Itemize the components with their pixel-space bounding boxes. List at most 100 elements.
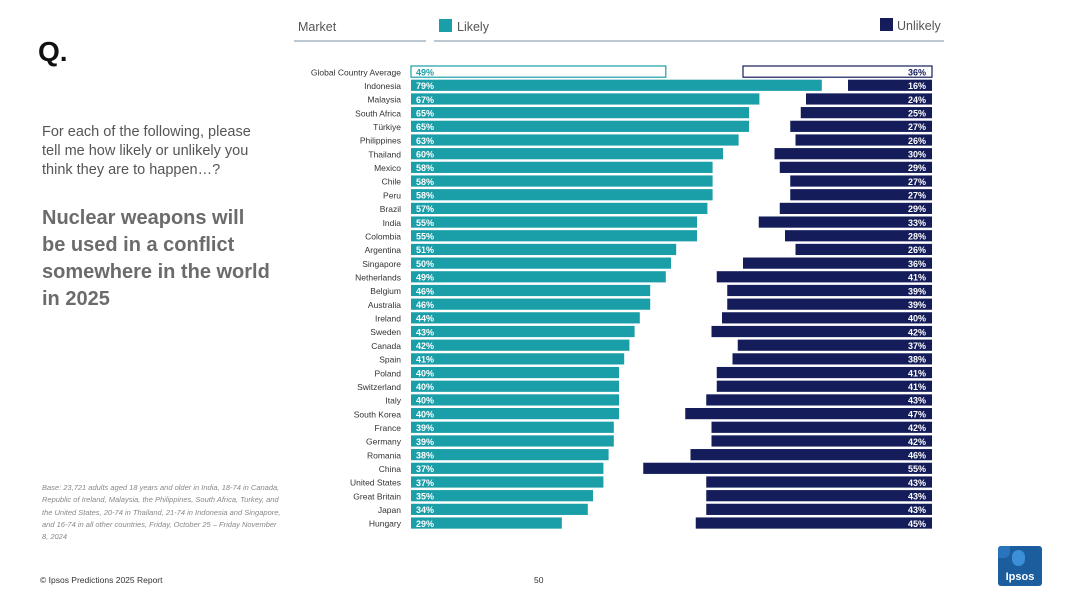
category-label: Hungary xyxy=(369,519,402,529)
unlikely-value-label: 30% xyxy=(908,149,926,159)
likely-bar xyxy=(411,161,713,173)
unlikely-bar xyxy=(758,216,932,228)
unlikely-value-label: 27% xyxy=(908,122,926,132)
unlikely-bar xyxy=(806,93,932,105)
likely-value-label: 49% xyxy=(416,273,434,283)
unlikely-bar xyxy=(722,312,932,324)
unlikely-value-label: 40% xyxy=(908,314,926,324)
likely-value-label: 55% xyxy=(416,218,434,228)
category-label: South Korea xyxy=(354,409,402,419)
unlikely-value-label: 39% xyxy=(908,286,926,296)
likely-value-label: 58% xyxy=(416,191,434,201)
likely-value-label: 40% xyxy=(416,382,434,392)
category-label: Switzerland xyxy=(357,382,401,392)
likely-value-label: 41% xyxy=(416,355,434,365)
likely-value-label: 40% xyxy=(416,368,434,378)
page-number: 50 xyxy=(534,575,544,585)
likely-value-label: 39% xyxy=(416,423,434,433)
likely-value-label: 39% xyxy=(416,437,434,447)
unlikely-value-label: 41% xyxy=(908,273,926,283)
category-label: Singapore xyxy=(362,259,401,269)
likely-value-label: 58% xyxy=(416,177,434,187)
category-label: Germany xyxy=(366,437,402,447)
ipsos-logo: Ipsos xyxy=(998,546,1042,586)
unlikely-value-label: 43% xyxy=(908,505,926,515)
likely-value-label: 43% xyxy=(416,327,434,337)
unlikely-value-label: 28% xyxy=(908,232,926,242)
category-label: Belgium xyxy=(370,286,401,296)
category-label: Argentina xyxy=(365,245,402,255)
likely-bar xyxy=(411,339,630,351)
unlikely-bar xyxy=(774,148,932,160)
unlikely-bar xyxy=(727,284,932,297)
likely-bar xyxy=(411,462,604,474)
likely-value-label: 35% xyxy=(416,491,434,501)
category-label: Mexico xyxy=(374,163,401,173)
likely-value-label: 38% xyxy=(416,450,434,460)
likely-bar xyxy=(411,503,588,515)
category-label: Australia xyxy=(368,300,401,310)
likely-value-label: 37% xyxy=(416,464,434,474)
category-label: Philippines xyxy=(360,136,401,146)
unlikely-bar xyxy=(706,476,932,488)
likely-value-label: 50% xyxy=(416,259,434,269)
unlikely-bar xyxy=(790,189,932,201)
likely-value-label: 42% xyxy=(416,341,434,351)
unlikely-value-label: 43% xyxy=(908,478,926,488)
unlikely-value-label: 42% xyxy=(908,327,926,337)
unlikely-bar xyxy=(716,380,932,392)
likely-value-label: 44% xyxy=(416,314,434,324)
unlikely-value-label: 42% xyxy=(908,437,926,447)
likely-bar xyxy=(411,421,614,433)
unlikely-value-label: 45% xyxy=(908,519,926,529)
unlikely-bar xyxy=(795,243,932,256)
likely-value-label: 57% xyxy=(416,204,434,214)
unlikely-value-label: 29% xyxy=(908,204,926,214)
likely-value-label: 67% xyxy=(416,95,434,105)
unlikely-bar xyxy=(685,408,932,420)
logo-mark-shape xyxy=(1012,550,1025,566)
likely-value-label: 55% xyxy=(416,232,434,242)
likely-value-label: 46% xyxy=(416,286,434,296)
unlikely-bar xyxy=(742,65,933,78)
unlikely-bar xyxy=(706,503,932,515)
category-label: Peru xyxy=(383,190,401,200)
unlikely-value-label: 27% xyxy=(908,177,926,187)
headline: Nuclear weapons will be used in a confli… xyxy=(42,207,270,310)
likely-bar xyxy=(411,107,749,119)
unlikely-bar xyxy=(711,325,932,338)
unlikely-bar xyxy=(779,161,932,173)
likely-bar xyxy=(411,394,619,406)
unlikely-bar xyxy=(716,271,932,283)
unlikely-value-label: 26% xyxy=(908,245,926,255)
likely-value-label: 34% xyxy=(416,505,434,515)
unlikely-bar xyxy=(727,298,932,310)
likely-value-label: 46% xyxy=(416,300,434,310)
unlikely-value-label: 26% xyxy=(908,136,926,146)
likely-bar xyxy=(411,325,635,338)
unlikely-value-label: 47% xyxy=(908,409,926,419)
category-label: Indonesia xyxy=(364,81,401,91)
unlikely-value-label: 16% xyxy=(908,81,926,91)
q-mark: Q. xyxy=(38,36,68,67)
unlikely-bar xyxy=(716,366,932,379)
unlikely-bar xyxy=(785,230,932,242)
unlikely-bar xyxy=(743,257,932,269)
unlikely-value-label: 46% xyxy=(908,450,926,460)
likely-value-label: 65% xyxy=(416,108,434,118)
category-label: Poland xyxy=(375,368,402,378)
likely-value-label: 63% xyxy=(416,136,434,146)
unlikely-bar xyxy=(706,394,932,406)
likely-bar xyxy=(411,120,749,132)
category-label: Japan xyxy=(378,505,401,515)
likely-value-label: 65% xyxy=(416,122,434,132)
unlikely-bar xyxy=(737,339,932,351)
category-label: Canada xyxy=(371,341,401,351)
category-label: France xyxy=(375,423,402,433)
likely-bar xyxy=(411,380,619,392)
likely-bar xyxy=(411,79,822,91)
likely-bar xyxy=(411,449,609,461)
legend-unlikely-label: Unlikely xyxy=(897,19,942,33)
likely-bar xyxy=(411,271,666,283)
